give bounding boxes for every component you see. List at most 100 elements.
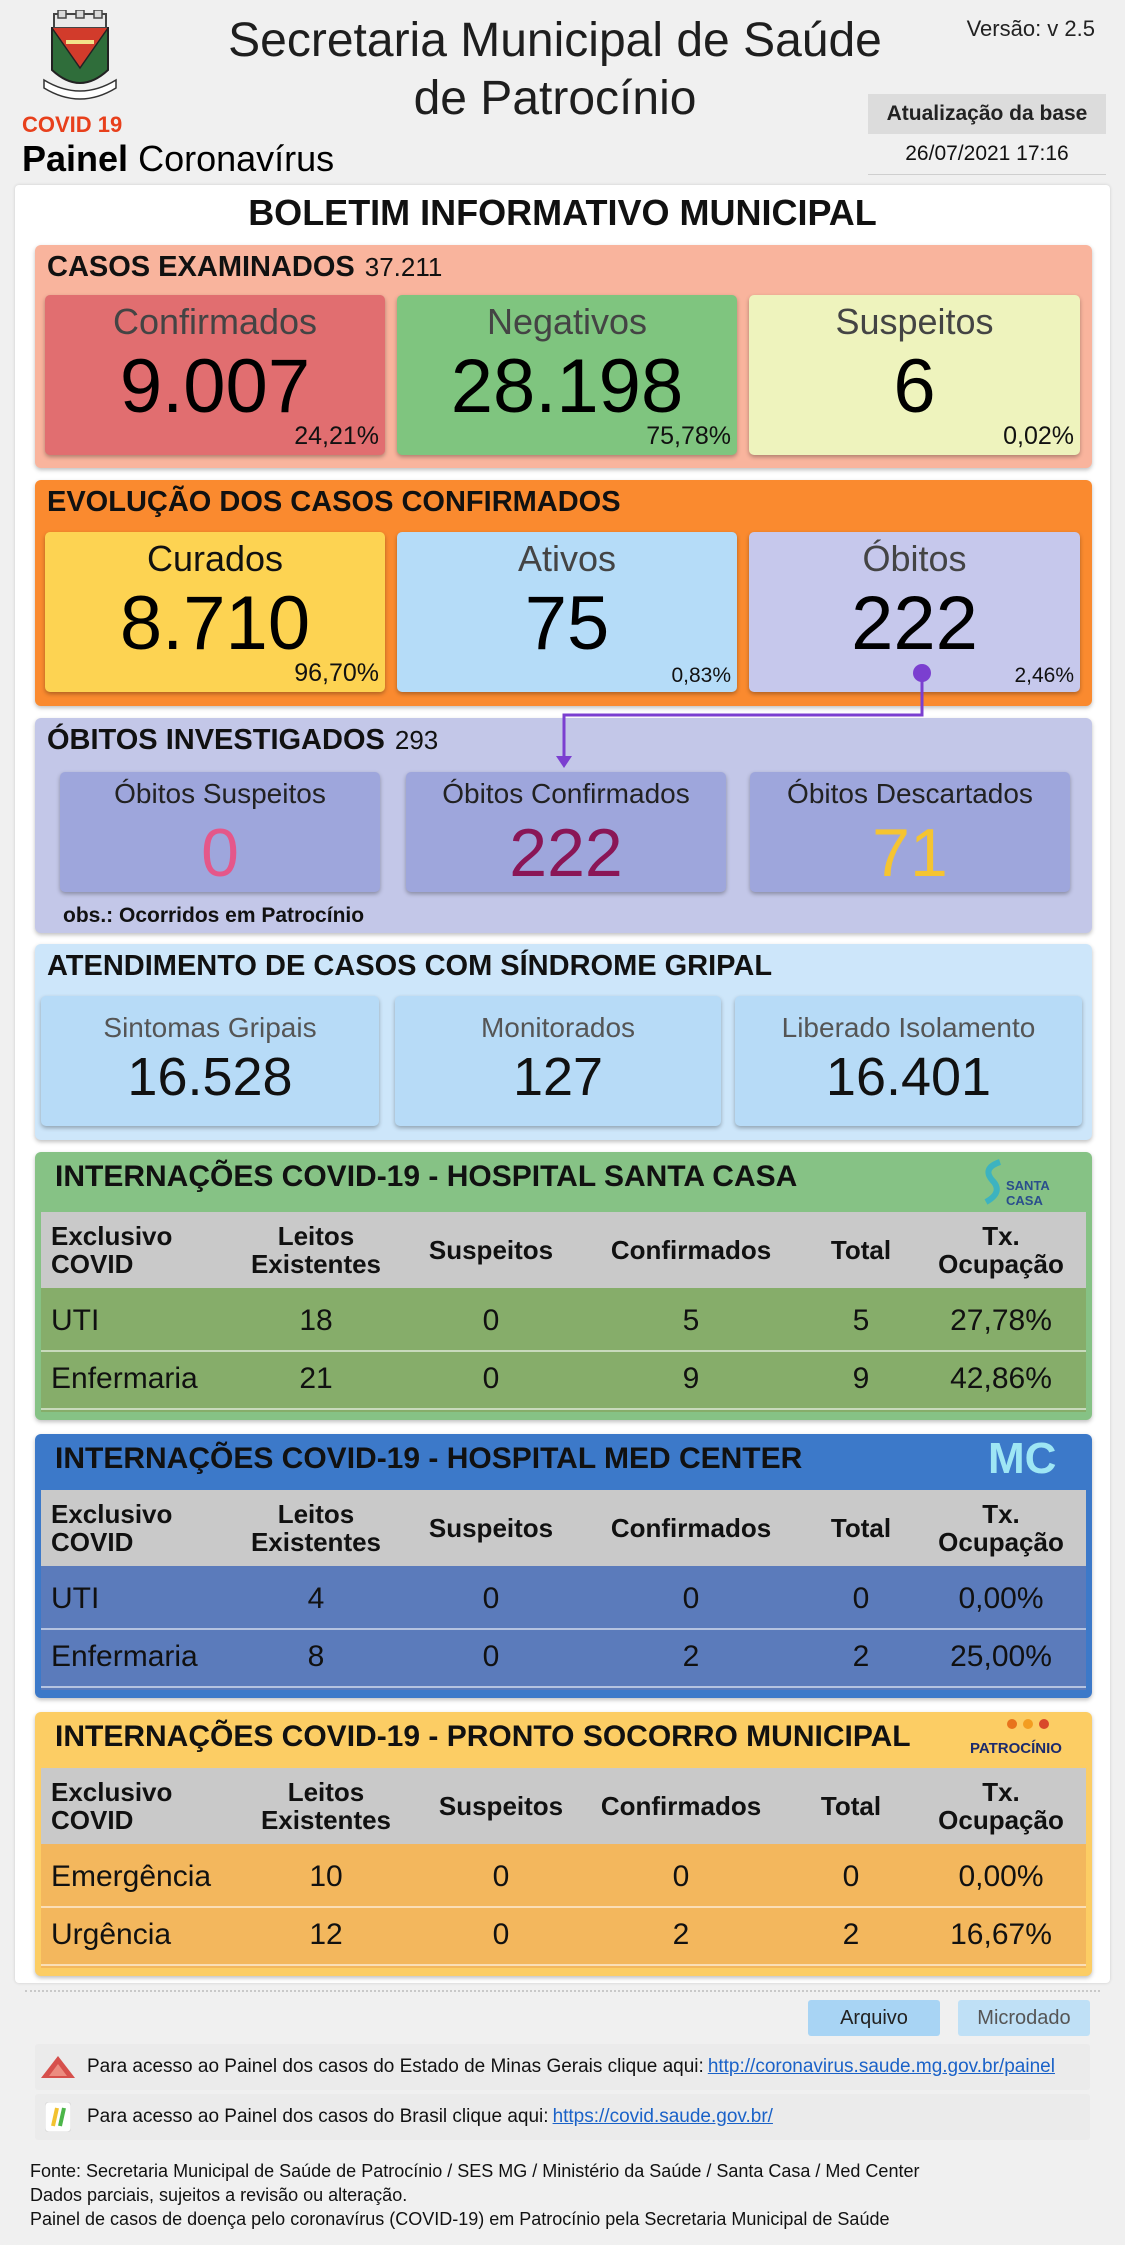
- tile-value: 222: [509, 815, 623, 891]
- tile-value: 16.528: [127, 1047, 293, 1107]
- row-name: Emergência: [51, 1860, 212, 1893]
- version-label: Versão: v 2.5: [966, 16, 1095, 41]
- med-center-panel: INTERNAÇÕES COVID-19 - HOSPITAL MED CENT…: [35, 1434, 1092, 1698]
- col-suspeitos: Suspeitos: [438, 1791, 564, 1821]
- panel-title: INTERNAÇÕES COVID-19 - HOSPITAL MED CENT…: [55, 1442, 803, 1475]
- table-row: Emergência 10 0 0 0 0,00%: [41, 1850, 1086, 1908]
- confirmados-tile: Confirmados 9.007 24,21%: [45, 295, 385, 455]
- panel-title: ÓBITOS INVESTIGADOS 293: [47, 724, 439, 756]
- obitos-investigados-panel: ÓBITOS INVESTIGADOS 293 Óbitos Suspeitos …: [35, 718, 1092, 933]
- footer-disclaimer: Dados parciais, sujeitos a revisão ou al…: [30, 2185, 408, 2205]
- col-tx-ocupacao: Tx. Ocupação: [938, 1221, 1064, 1279]
- tile-percent: 24,21%: [294, 422, 379, 450]
- col-leitos: Leitos Existentes: [250, 1221, 382, 1279]
- row-confirmados: 0: [682, 1582, 700, 1615]
- br-link-text: Para acesso ao Painel dos casos do Brasi…: [87, 2106, 773, 2127]
- tile-percent: 0,83%: [671, 664, 731, 687]
- row-leitos: 8: [307, 1640, 325, 1673]
- tile-percent: 0,02%: [1003, 422, 1074, 450]
- obitos-suspeitos-tile: Óbitos Suspeitos 0: [60, 772, 380, 892]
- mg-link-bar: Para acesso ao Painel dos casos do Estad…: [35, 2044, 1090, 2090]
- col-confirmados: Confirmados: [600, 1791, 762, 1821]
- page-title: Secretaria Municipal de Saúde de Patrocí…: [228, 14, 882, 125]
- row-total: 9: [852, 1362, 870, 1395]
- row-tx: 0,00%: [958, 1582, 1044, 1615]
- row-suspeitos: 0: [482, 1582, 500, 1615]
- col-exclusivo-covid: Exclusivo COVID: [51, 1777, 173, 1835]
- col-confirmados: Confirmados: [610, 1235, 772, 1265]
- row-tx: 27,78%: [950, 1304, 1052, 1337]
- row-total: 0: [852, 1582, 870, 1615]
- panel-title: ATENDIMENTO DE CASOS COM SÍNDROME GRIPAL: [47, 950, 773, 982]
- update-label: Atualização da base: [868, 94, 1106, 134]
- tile-label: Confirmados: [112, 301, 318, 342]
- footer-description: Painel de casos de doença pelo coronavír…: [30, 2209, 890, 2229]
- tile-label: Ativos: [517, 538, 617, 579]
- santa-casa-table: Exclusivo COVID Leitos Existentes Suspeito…: [41, 1212, 1086, 1412]
- tile-label: Sintomas Gripais: [103, 1012, 317, 1043]
- panel-title: CASOS EXAMINADOS 37.211: [47, 251, 443, 283]
- sintomas-gripais-tile: Sintomas Gripais 16.528: [41, 996, 379, 1126]
- col-tx-ocupacao: Tx. Ocupação: [938, 1777, 1064, 1835]
- tile-percent: 2,46%: [1014, 664, 1074, 687]
- br-link-bar: Para acesso ao Painel dos casos do Brasi…: [35, 2094, 1090, 2140]
- row-total: 2: [852, 1640, 870, 1673]
- observation-note: obs.: Ocorridos em Patrocínio: [63, 904, 365, 927]
- col-total: Total: [820, 1791, 882, 1821]
- table-row: UTI 4 0 0 0 0,00%: [41, 1572, 1086, 1630]
- table-header: Exclusivo COVID Leitos Existentes Suspeito…: [41, 1212, 1086, 1288]
- obitos-tile: Óbitos 222 2,46%: [749, 532, 1080, 692]
- tile-value: 6: [893, 344, 936, 429]
- table-row: Enfermaria 21 0 9 9 42,86%: [41, 1352, 1086, 1410]
- header: COVID 19 Painel Coronavírus Secretaria M…: [0, 0, 1125, 185]
- pronto-socorro-panel: INTERNAÇÕES COVID-19 - PRONTO SOCORRO MU…: [35, 1712, 1092, 1976]
- casos-examinados-panel: CASOS EXAMINADOS 37.211 Confirmados 9.007…: [35, 245, 1092, 468]
- brasil-panel-icon: [45, 2102, 71, 2132]
- row-tx: 42,86%: [950, 1362, 1052, 1395]
- pronto-socorro-table: Exclusivo COVID Leitos Existentes Suspeito…: [41, 1768, 1086, 1968]
- tile-value: 71: [872, 815, 948, 891]
- table-row: Enfermaria 8 0 2 2 25,00%: [41, 1630, 1086, 1688]
- col-confirmados: Confirmados: [610, 1513, 772, 1543]
- col-tx-ocupacao: Tx. Ocupação: [938, 1499, 1064, 1557]
- monitorados-tile: Monitorados 127: [395, 996, 721, 1126]
- tile-label: Curados: [146, 538, 284, 579]
- city-crest-icon: [43, 10, 117, 100]
- col-total: Total: [830, 1513, 892, 1543]
- ativos-tile: Ativos 75 0,83%: [397, 532, 737, 692]
- med-center-table: Exclusivo COVID Leitos Existentes Suspeito…: [41, 1490, 1086, 1690]
- row-leitos: 21: [299, 1362, 333, 1395]
- row-total: 0: [842, 1860, 860, 1893]
- negativos-tile: Negativos 28.198 75,78%: [397, 295, 737, 455]
- tile-value: 0: [201, 815, 239, 891]
- table-row: UTI 18 0 5 5 27,78%: [41, 1294, 1086, 1352]
- tile-value: 16.401: [825, 1047, 992, 1107]
- santa-casa-logo-icon: [984, 1159, 1002, 1205]
- tile-label: Monitorados: [480, 1012, 636, 1043]
- mg-link[interactable]: http://coronavirus.saude.mg.gov.br/paine…: [707, 2056, 1055, 2077]
- tile-label: Óbitos: [862, 538, 967, 579]
- tile-label: Negativos: [486, 301, 648, 342]
- br-link[interactable]: https://covid.saude.gov.br/: [552, 2106, 773, 2127]
- liberado-isolamento-tile: Liberado Isolamento 16.401: [735, 996, 1082, 1126]
- row-suspeitos: 0: [482, 1304, 500, 1337]
- row-leitos: 4: [307, 1582, 325, 1615]
- row-suspeitos: 0: [492, 1918, 510, 1951]
- row-confirmados: 9: [682, 1362, 700, 1395]
- med-center-logo-icon: MC: [988, 1434, 1057, 1483]
- tile-value: 127: [512, 1047, 604, 1107]
- covid-label: COVID 19: [22, 112, 123, 137]
- microdado-button[interactable]: Microdado: [958, 2000, 1090, 2036]
- sindrome-gripal-panel: ATENDIMENTO DE CASOS COM SÍNDROME GRIPAL…: [35, 944, 1092, 1140]
- arquivo-button[interactable]: Arquivo: [808, 2000, 940, 2036]
- row-leitos: 18: [299, 1304, 333, 1337]
- row-name: Enfermaria: [51, 1362, 198, 1395]
- row-confirmados: 2: [682, 1640, 700, 1673]
- tile-percent: 96,70%: [294, 659, 379, 687]
- row-suspeitos: 0: [482, 1362, 500, 1395]
- col-leitos: Leitos Existentes: [250, 1499, 382, 1557]
- tile-label: Óbitos Descartados: [787, 778, 1033, 809]
- tile-value: 8.710: [119, 581, 311, 666]
- col-suspeitos: Suspeitos: [428, 1513, 554, 1543]
- table-header: Exclusivo COVID Leitos Existentes Suspeito…: [41, 1490, 1086, 1566]
